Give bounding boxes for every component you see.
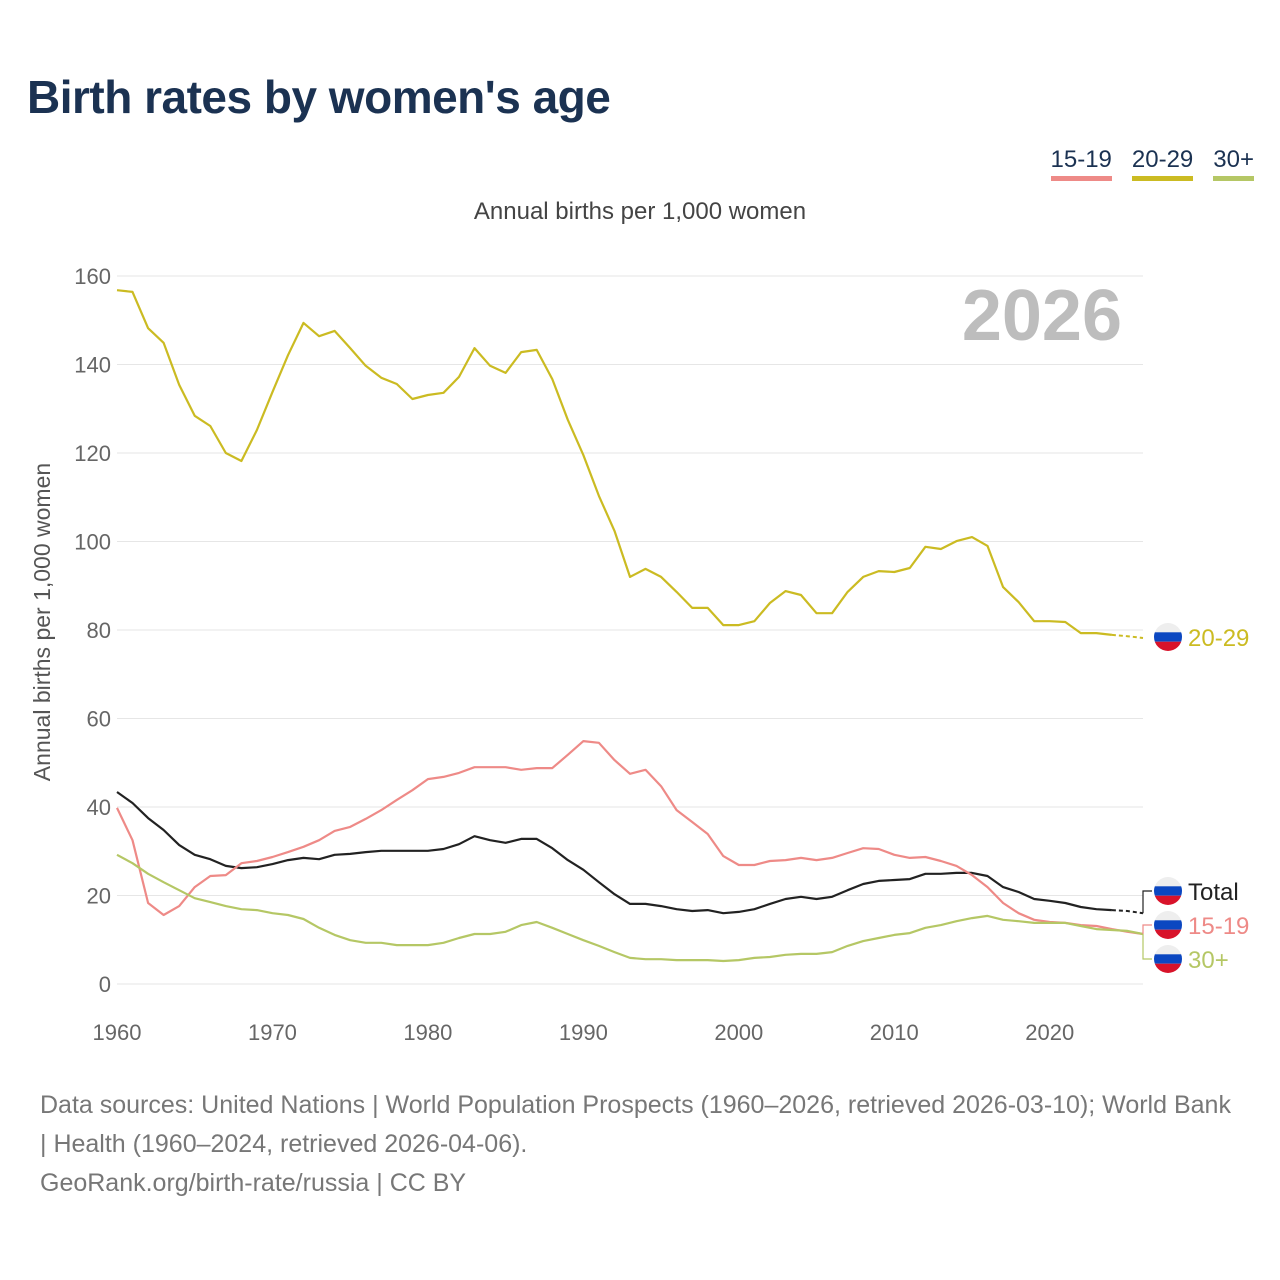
source-link[interactable]: GeoRank.org/birth-rate/russia | CC BY bbox=[40, 1169, 467, 1197]
series-end-label: 15-19 bbox=[1188, 913, 1249, 940]
x-tick-label: 1960 bbox=[93, 1020, 142, 1045]
y-tick-label: 40 bbox=[87, 795, 111, 820]
x-tick-label: 2010 bbox=[870, 1020, 919, 1045]
label-connector bbox=[1142, 933, 1152, 960]
data-sources: Data sources: United Nations | World Pop… bbox=[40, 1091, 1231, 1158]
series-line-30-plus[interactable] bbox=[116, 853, 1144, 963]
line-chart: 0 20 40 60 80 100 120 140 160 1960 1970 1980 1990 200… bbox=[29, 264, 1249, 1045]
y-tick-label: 0 bbox=[99, 972, 111, 997]
y-tick-label: 80 bbox=[87, 618, 111, 643]
russia-flag-icon bbox=[1154, 945, 1182, 973]
label-connector bbox=[1142, 890, 1152, 914]
y-axis-label: Annual births per 1,000 women bbox=[29, 463, 55, 781]
y-tick-label: 120 bbox=[74, 441, 111, 466]
series-projection-20-29 bbox=[1111, 633, 1144, 639]
legend-item-30-plus[interactable]: 30+ bbox=[1213, 146, 1254, 181]
legend: 15-19 20-29 30+ bbox=[1050, 146, 1254, 181]
series-line-20-29[interactable] bbox=[116, 289, 1113, 636]
y-tick-label: 160 bbox=[74, 264, 111, 289]
x-tick-label: 1970 bbox=[248, 1020, 297, 1045]
y-tick-label: 60 bbox=[87, 707, 111, 732]
series-line-Total[interactable] bbox=[116, 791, 1112, 915]
series-end-label: Total bbox=[1188, 879, 1239, 906]
legend-item-20-29[interactable]: 20-29 bbox=[1131, 146, 1194, 181]
legend-item-15-19[interactable]: 15-19 bbox=[1050, 146, 1112, 181]
x-tick-label: 1990 bbox=[559, 1020, 608, 1045]
year-watermark: 2026 bbox=[962, 276, 1122, 356]
label-connector bbox=[1142, 924, 1152, 934]
series-projection-Total bbox=[1111, 909, 1144, 915]
x-tick-label: 1980 bbox=[403, 1020, 452, 1045]
chart-title: Birth rates by women's age bbox=[27, 71, 611, 123]
footer: Data sources: United Nations | World Pop… bbox=[40, 1086, 1240, 1203]
y-tick-label: 20 bbox=[87, 884, 111, 909]
russia-flag-icon bbox=[1154, 623, 1182, 651]
y-tick-label: 100 bbox=[74, 530, 111, 555]
x-tick-label: 2000 bbox=[714, 1020, 763, 1045]
y-tick-label: 140 bbox=[74, 353, 111, 378]
chart-subtitle: Annual births per 1,000 women bbox=[473, 198, 807, 225]
series-end-label: 20-29 bbox=[1188, 625, 1249, 652]
series-line-15-19[interactable] bbox=[116, 740, 1144, 936]
russia-flag-icon bbox=[1154, 877, 1182, 905]
series-end-label: 30+ bbox=[1188, 947, 1229, 974]
russia-flag-icon bbox=[1154, 911, 1182, 939]
x-tick-label: 2020 bbox=[1025, 1020, 1074, 1045]
